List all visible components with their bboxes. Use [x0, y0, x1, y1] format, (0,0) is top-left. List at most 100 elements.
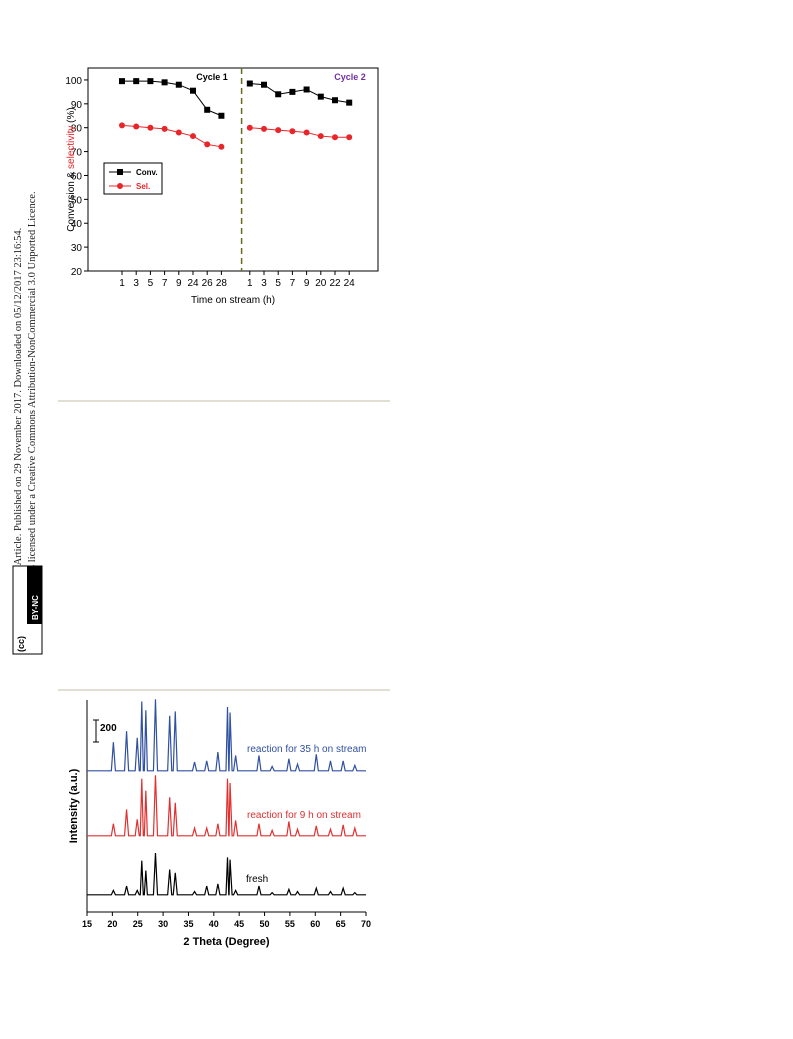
point [346, 99, 353, 106]
x-axis-label: 2 Theta (Degree) [183, 936, 270, 948]
series-label: fresh [246, 874, 268, 885]
x-tick-label: 45 [234, 919, 244, 929]
y-tick-label: 70 [71, 148, 83, 159]
point [332, 134, 338, 141]
pattern-line [87, 775, 366, 837]
x-tick-label: 3 [133, 278, 139, 289]
y-tick-label: 80 [71, 124, 83, 135]
point [119, 122, 125, 129]
side-line: Open Access Article. Published on 29 Nov… [13, 228, 24, 622]
y-axis-label: Intensity (a.u.) [68, 768, 80, 843]
point [246, 124, 253, 131]
point [246, 80, 253, 87]
y-tick-label: 60 [71, 171, 83, 182]
legend-frame [103, 162, 163, 195]
point [133, 78, 140, 85]
point [303, 129, 310, 136]
x-tick-label: 5 [275, 278, 281, 289]
point [218, 112, 225, 119]
x-tick-label: 7 [162, 278, 168, 289]
point [147, 78, 154, 85]
point [289, 128, 296, 135]
point [346, 134, 353, 141]
point [218, 143, 225, 150]
point [261, 81, 267, 88]
point [175, 129, 182, 136]
point [275, 127, 282, 134]
x-tick-label: 50 [260, 919, 270, 929]
x-tick-label: 60 [310, 919, 320, 929]
pattern-line [87, 852, 366, 896]
y-tick-label: 30 [71, 243, 83, 254]
x-tick-label: 35 [183, 919, 193, 929]
point [332, 97, 338, 104]
y-tick-label: 100 [65, 76, 82, 87]
point [190, 87, 196, 94]
point [303, 86, 310, 93]
x-tick-label: 30 [158, 919, 168, 929]
point [204, 106, 211, 113]
x-tick-label: 24 [344, 278, 356, 289]
badge-fill [27, 566, 42, 624]
annotation: Cycle 2 [334, 72, 366, 82]
y-tick-label: 50 [71, 195, 83, 206]
point [275, 91, 282, 98]
x-tick-label: 15 [82, 919, 92, 929]
point [190, 133, 196, 140]
point [317, 93, 324, 100]
x-tick-label: 65 [336, 919, 346, 929]
badge-cc: (cc) [16, 636, 26, 652]
x-tick-label: 9 [304, 278, 310, 289]
point [147, 124, 154, 131]
x-tick-label: 25 [133, 919, 143, 929]
side-text: Open Access Article. Published on 29 Nov… [13, 191, 38, 622]
y-tick-label: 20 [71, 267, 83, 278]
x-tick-label: 24 [187, 278, 199, 289]
y-tick-label: 40 [71, 219, 83, 230]
legend-marker [117, 169, 123, 175]
x-tick-label: 20 [315, 278, 327, 289]
y-axis-label-part: selectivity [66, 126, 77, 169]
plot-frame [87, 67, 379, 272]
x-tick-label: 9 [176, 278, 182, 289]
license-badge: (cc) BY-NC [12, 565, 43, 655]
y-axis-label: Conversion & selectivity (%) [66, 107, 77, 232]
scale-label: 200 [100, 723, 117, 734]
x-tick-label: 3 [261, 278, 267, 289]
series-label: reaction for 35 h on stream [247, 744, 367, 755]
point [289, 88, 296, 95]
x-tick-label: 26 [202, 278, 214, 289]
point [133, 123, 140, 130]
x-tick-label: 40 [209, 919, 219, 929]
pattern-line [87, 699, 366, 772]
x-tick-label: 1 [119, 278, 125, 289]
point [161, 125, 168, 132]
x-tick-label: 55 [285, 919, 295, 929]
x-tick-label: 1 [247, 278, 253, 289]
badge-text: BY-NC [31, 595, 40, 620]
x-tick-label: 20 [107, 919, 117, 929]
legend-label: Sel. [136, 182, 150, 191]
series-label: reaction for 9 h on stream [247, 810, 361, 821]
point [204, 141, 211, 148]
legend-marker [117, 183, 123, 189]
series-line [122, 80, 350, 117]
x-tick-label: 5 [148, 278, 154, 289]
point [119, 78, 125, 85]
point [317, 133, 324, 140]
x-tick-label: 70 [361, 919, 371, 929]
point [261, 125, 267, 132]
y-tick-label: 90 [71, 100, 83, 111]
series-line [121, 124, 350, 148]
y-axis-label-part: (%) [66, 107, 77, 125]
x-tick-label: 22 [329, 278, 341, 289]
x-tick-label: 7 [290, 278, 296, 289]
y-axis-label-part: Conversion & [66, 169, 77, 232]
annotation: Cycle 1 [196, 72, 228, 82]
legend-label: Conv. [136, 168, 158, 177]
x-axis-label: Time on stream (h) [191, 295, 275, 306]
x-tick-label: 28 [216, 278, 228, 289]
side-line: This article is licensed under a Creativ… [27, 191, 38, 622]
point [161, 79, 168, 86]
